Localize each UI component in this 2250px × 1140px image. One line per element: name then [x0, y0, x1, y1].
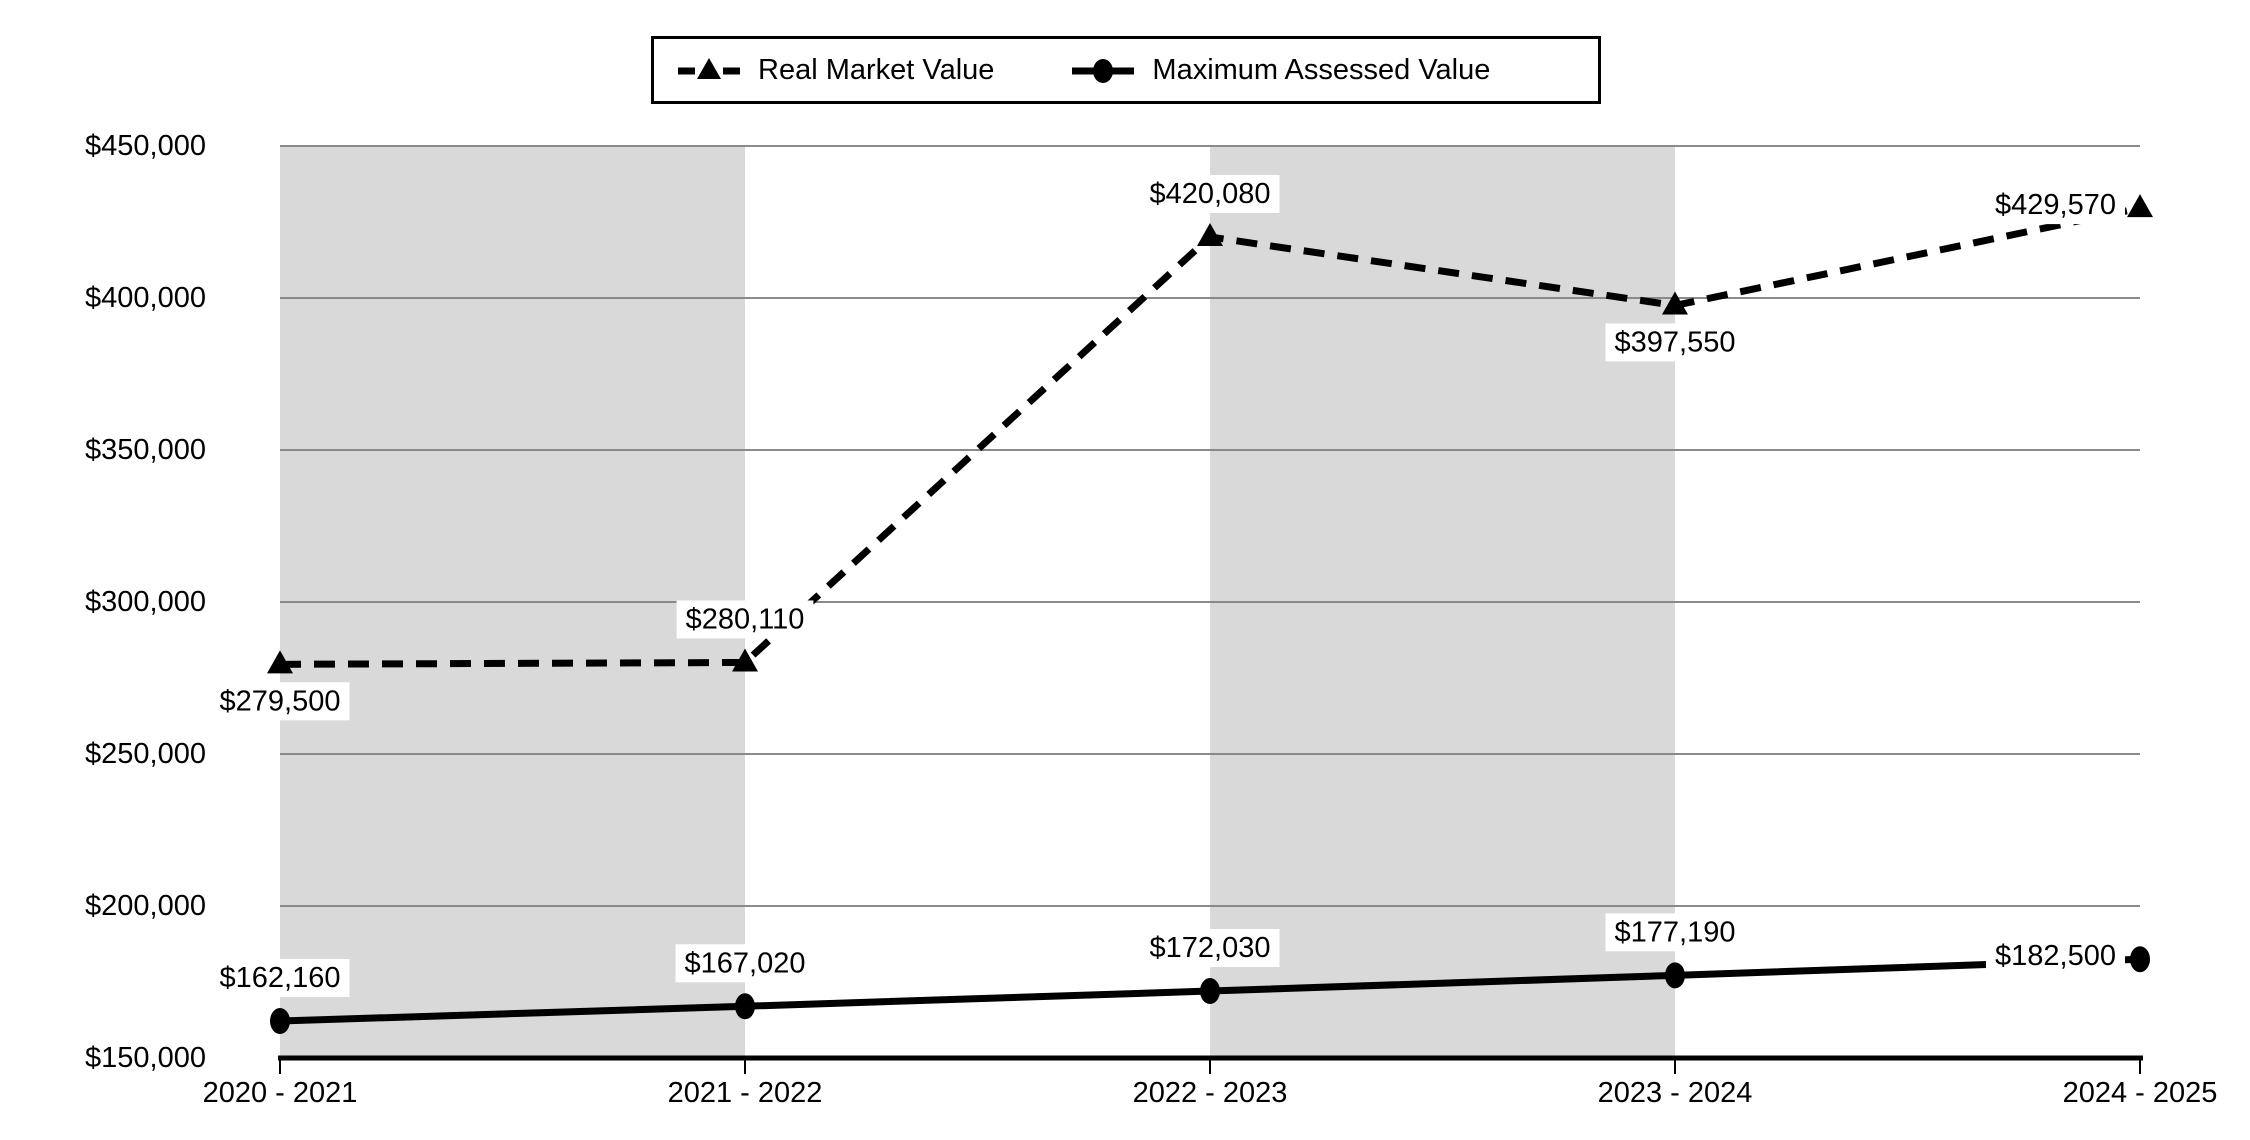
data-label: $182,500 [1986, 937, 2125, 976]
marker-triangle-icon [1662, 291, 1688, 315]
data-label-text: $429,570 [1995, 189, 2116, 221]
data-label: $279,500 [210, 682, 350, 721]
data-label-text: $420,080 [1150, 178, 1271, 210]
data-label: $397,550 [1605, 323, 1745, 362]
data-label: $172,030 [1140, 929, 1280, 968]
data-label: $167,020 [675, 944, 815, 983]
x-tick-label: 2023 - 2024 [1598, 1077, 1753, 1109]
marker-circle-icon [270, 1008, 290, 1035]
data-label: $420,080 [1140, 174, 1280, 213]
marker-triangle-icon [1197, 222, 1223, 246]
data-label-bg [675, 944, 815, 983]
legend-item-real-market-value: Real Market Value [678, 54, 994, 87]
data-label-text: $177,190 [1615, 916, 1736, 948]
y-tick-label: $300,000 [85, 586, 206, 618]
data-label-bg [210, 682, 350, 721]
data-label-text: $279,500 [220, 685, 341, 717]
solid-line-circle-marker-icon [1072, 59, 1135, 83]
y-tick-label: $200,000 [85, 890, 206, 922]
data-label-bg [676, 600, 814, 639]
data-label-text: $162,160 [220, 962, 341, 994]
y-tick-label: $150,000 [85, 1042, 206, 1074]
y-tick-label: $350,000 [85, 434, 206, 466]
data-label: $280,110 [676, 600, 814, 639]
data-label: $162,160 [210, 959, 350, 998]
y-tick-label: $250,000 [85, 738, 206, 770]
data-label-bg [1140, 174, 1280, 213]
data-label-text: $167,020 [685, 947, 806, 979]
marker-triangle-icon [732, 648, 758, 672]
y-tick-label: $450,000 [85, 130, 206, 162]
data-label-bg [1605, 913, 1745, 952]
data-label-bg [1140, 929, 1280, 968]
data-label-bg [1986, 186, 2125, 225]
marker-circle-icon [1665, 962, 1685, 989]
x-tick-label: 2022 - 2023 [1133, 1077, 1288, 1109]
marker-circle-icon [1200, 978, 1220, 1005]
legend: Real Market Value Maximum Assessed Value [651, 36, 1601, 104]
x-tick-label: 2021 - 2022 [668, 1077, 823, 1109]
legend-label-real-market-value: Real Market Value [758, 53, 995, 86]
data-label-text: $172,030 [1150, 932, 1271, 964]
legend-label-maximum-assessed-value: Maximum Assessed Value [1152, 53, 1491, 86]
data-label-bg [1986, 937, 2125, 976]
marker-triangle-icon [2127, 194, 2153, 218]
marker-circle-icon [735, 993, 755, 1020]
data-label-text: $182,500 [1995, 940, 2116, 972]
x-tick-label: 2024 - 2025 [2063, 1077, 2218, 1109]
dashed-line-triangle-marker-icon [678, 58, 740, 79]
data-label-bg [210, 959, 350, 998]
marker-circle-icon [2130, 946, 2150, 973]
x-tick-label: 2020 - 2021 [203, 1077, 358, 1109]
data-label-bg [1605, 323, 1745, 362]
marker-triangle-icon [267, 650, 293, 674]
data-label: $429,570 [1986, 186, 2125, 225]
data-label-text: $397,550 [1615, 326, 1736, 358]
y-tick-label: $400,000 [85, 282, 206, 314]
legend-item-maximum-assessed-value: Maximum Assessed Value [1072, 54, 1490, 87]
data-label-text: $280,110 [686, 603, 805, 635]
data-label: $177,190 [1605, 913, 1745, 952]
